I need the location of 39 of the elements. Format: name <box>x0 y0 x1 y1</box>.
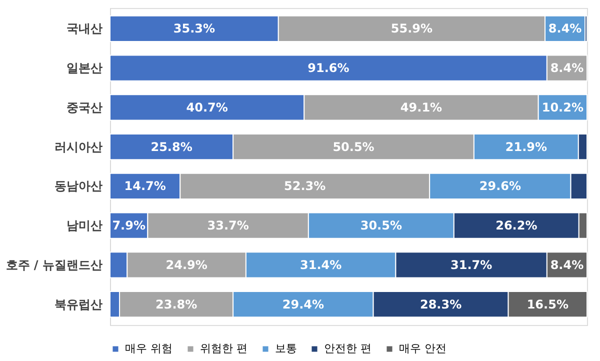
y-tick-label: 남미산 <box>66 218 102 233</box>
data-label: 40.7% <box>186 100 228 114</box>
data-label: 28.3% <box>420 297 462 312</box>
data-label: 91.6% <box>308 61 350 76</box>
data-label: 21.9% <box>505 140 548 154</box>
data-label: 29.6% <box>479 179 522 194</box>
data-label: 8.4% <box>550 61 584 76</box>
data-label: 8.4% <box>550 258 584 272</box>
y-tick-label: 국내산 <box>66 22 102 36</box>
data-label: 30.5% <box>360 218 402 233</box>
data-label: 50.5% <box>332 140 374 154</box>
legend-label: 매우 안전 <box>399 342 446 355</box>
data-label: 25.8% <box>150 140 192 154</box>
legend-label: 안전한 편 <box>324 342 372 355</box>
legend-label: 보통 <box>275 342 297 355</box>
y-tick-label: 호주 / 뉴질랜드산 <box>6 258 102 272</box>
legend-label: 위험한 편 <box>200 342 248 355</box>
data-label: 14.7% <box>124 179 166 194</box>
data-label: 35.3% <box>173 22 216 36</box>
data-label: 31.7% <box>450 258 492 272</box>
data-label: 8.4% <box>548 22 582 36</box>
y-tick-label: 동남아산 <box>54 179 102 194</box>
data-label: 16.5% <box>526 297 568 312</box>
y-tick-label: 중국산 <box>66 100 102 114</box>
data-label: 33.7% <box>207 218 249 233</box>
data-label: 23.8% <box>155 297 198 312</box>
data-label: 49.1% <box>400 100 442 114</box>
y-tick-label: 북유럽산 <box>54 297 102 312</box>
data-label: 10.2% <box>542 100 584 114</box>
data-label: 7.9% <box>112 218 146 233</box>
y-tick-label: 러시아산 <box>54 140 102 154</box>
data-label: 52.3% <box>284 179 326 194</box>
data-label: 31.4% <box>300 258 342 272</box>
data-label: 29.4% <box>282 297 324 312</box>
legend-label: 매우 위험 <box>125 342 172 355</box>
y-tick-label: 일본산 <box>66 61 102 76</box>
data-label: 26.2% <box>496 218 538 233</box>
data-label: 24.9% <box>166 258 208 272</box>
data-label: 55.9% <box>390 22 433 36</box>
